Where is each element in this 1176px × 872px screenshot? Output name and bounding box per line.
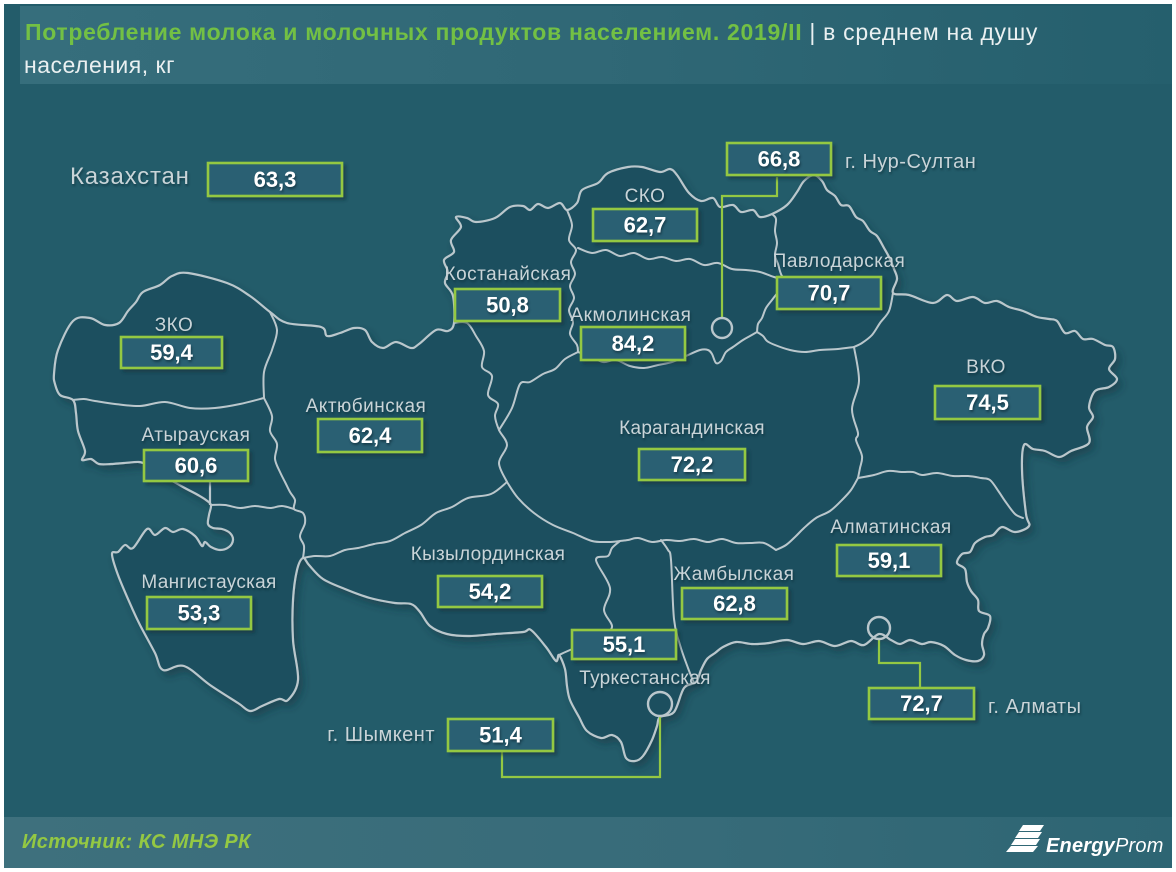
svg-text:Акмолинская: Акмолинская	[571, 305, 692, 326]
svg-text:EnergyProm: EnergyProm	[1046, 835, 1164, 857]
svg-text:Актюбинская: Актюбинская	[306, 396, 427, 417]
svg-text:Туркестанская: Туркестанская	[579, 668, 711, 689]
svg-text:ВКО: ВКО	[966, 357, 1006, 378]
svg-text:70,7: 70,7	[808, 281, 851, 306]
svg-text:51,4: 51,4	[479, 723, 523, 748]
svg-text:Источник: КС МНЭ РК: Источник: КС МНЭ РК	[22, 831, 252, 853]
svg-text:Павлодарская: Павлодарская	[773, 251, 906, 272]
svg-text:Потребление молока и молочных: Потребление молока и молочных продуктов …	[25, 19, 1038, 45]
svg-text:60,6: 60,6	[175, 453, 218, 478]
svg-text:Мангистауская: Мангистауская	[141, 572, 276, 593]
svg-text:59,1: 59,1	[868, 548, 911, 573]
svg-text:53,3: 53,3	[178, 601, 221, 626]
svg-text:84,2: 84,2	[612, 331, 655, 356]
svg-text:Кызылординская: Кызылординская	[411, 544, 566, 565]
svg-text:Атырауская: Атырауская	[142, 425, 251, 446]
svg-text:62,8: 62,8	[713, 591, 756, 616]
svg-text:населения, кг: населения, кг	[24, 52, 175, 78]
svg-text:г. Шымкент: г. Шымкент	[327, 724, 435, 746]
svg-text:62,4: 62,4	[349, 423, 393, 448]
svg-text:г. Нур-Султан: г. Нур-Султан	[845, 151, 976, 173]
svg-text:59,4: 59,4	[150, 340, 194, 365]
svg-text:Костанайская: Костанайская	[445, 264, 572, 285]
svg-text:55,1: 55,1	[603, 632, 646, 657]
svg-text:66,8: 66,8	[758, 147, 801, 172]
svg-text:СКО: СКО	[625, 186, 666, 207]
svg-text:74,5: 74,5	[966, 390, 1009, 415]
svg-text:72,7: 72,7	[900, 691, 943, 716]
svg-text:Жамбылская: Жамбылская	[674, 564, 795, 585]
svg-text:62,7: 62,7	[624, 213, 667, 238]
svg-text:Казахстан: Казахстан	[70, 163, 190, 190]
svg-text:63,3: 63,3	[254, 167, 297, 192]
svg-text:ЗКО: ЗКО	[155, 315, 194, 336]
svg-text:Карагандинская: Карагандинская	[619, 418, 765, 439]
svg-text:72,2: 72,2	[671, 452, 714, 477]
svg-text:54,2: 54,2	[469, 579, 512, 604]
svg-text:50,8: 50,8	[486, 293, 529, 318]
svg-text:Алматинская: Алматинская	[830, 517, 951, 538]
svg-text:г. Алматы: г. Алматы	[988, 696, 1081, 718]
